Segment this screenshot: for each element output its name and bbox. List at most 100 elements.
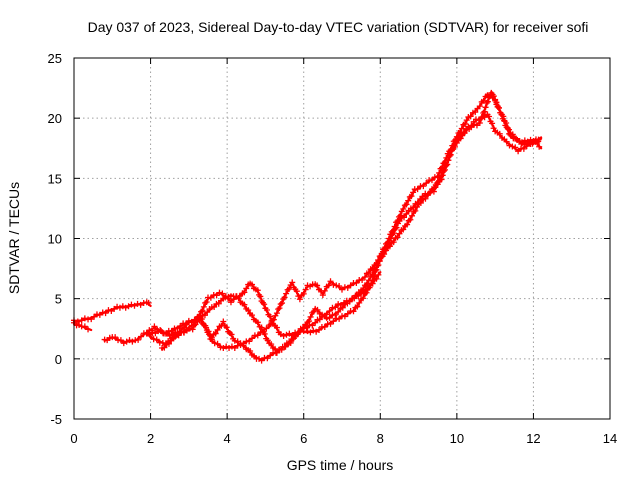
data-point-marker	[489, 120, 496, 127]
data-point-marker	[472, 109, 479, 116]
data-point-marker	[403, 201, 410, 208]
data-point-marker	[482, 104, 489, 111]
x-tick-label: 14	[603, 431, 617, 446]
data-point-marker	[401, 214, 408, 221]
data-point-marker	[307, 313, 314, 320]
data-point-marker	[356, 299, 363, 306]
data-point-marker	[509, 131, 516, 138]
data-point-marker	[260, 328, 267, 335]
chart-title: Day 037 of 2023, Sidereal Day-to-day VTE…	[88, 19, 589, 35]
data-point-marker	[275, 306, 282, 313]
data-point-marker	[460, 129, 467, 136]
data-point-marker	[215, 300, 222, 307]
y-tick-label: 5	[55, 292, 62, 307]
data-point-marker	[225, 295, 232, 302]
data-point-marker	[335, 301, 342, 308]
data-point-marker	[509, 143, 516, 150]
data-point-marker	[369, 265, 376, 272]
data-point-marker	[412, 207, 419, 214]
data-point-marker	[414, 186, 421, 193]
data-point-marker	[346, 298, 353, 305]
data-point-marker	[230, 296, 237, 303]
data-point-marker	[467, 113, 474, 120]
data-point-marker	[281, 343, 288, 350]
data-point-marker	[205, 328, 212, 335]
data-point-marker	[535, 136, 542, 143]
data-point-marker	[208, 334, 215, 341]
x-tick-label: 6	[300, 431, 307, 446]
data-point-marker	[151, 323, 158, 330]
data-point-marker	[375, 271, 382, 278]
data-point-marker	[180, 329, 187, 336]
data-point-marker	[386, 239, 393, 246]
series-line	[103, 93, 543, 353]
data-point-marker	[135, 336, 142, 343]
data-point-marker	[452, 137, 459, 144]
data-point-marker	[159, 339, 166, 346]
data-point-marker	[349, 295, 356, 302]
data-point-marker	[373, 260, 380, 267]
data-point-marker	[312, 319, 319, 326]
data-point-marker	[254, 332, 261, 339]
x-tick-label: 0	[70, 431, 77, 446]
data-point-marker	[462, 120, 469, 127]
data-point-marker	[476, 119, 483, 126]
data-point-marker	[149, 329, 156, 336]
data-point-marker	[134, 300, 141, 307]
data-point-marker	[458, 132, 465, 139]
data-point-marker	[336, 283, 343, 290]
data-point-marker	[286, 339, 293, 346]
data-point-marker	[353, 280, 360, 287]
data-point-marker	[264, 355, 271, 362]
data-point-marker	[341, 313, 348, 320]
data-point-marker	[246, 338, 253, 345]
data-point-marker	[327, 278, 334, 285]
data-point-marker	[407, 216, 414, 223]
data-point-marker	[518, 140, 525, 147]
data-point-marker	[430, 188, 437, 195]
data-point-marker	[207, 294, 214, 301]
data-point-marker	[158, 327, 165, 334]
data-point-marker	[85, 326, 92, 333]
data-point-marker	[241, 301, 248, 308]
data-point-marker	[383, 244, 390, 251]
data-point-marker	[249, 281, 256, 288]
data-point-marker	[281, 294, 288, 301]
axis-ticks: 0 2 4 6 8 10 12 14 -5 0 5 10 15 20 25	[48, 51, 618, 446]
y-tick-label: 15	[48, 171, 62, 186]
x-tick-label: 4	[224, 431, 231, 446]
data-point-marker	[423, 180, 430, 187]
data-point-marker	[165, 340, 172, 347]
data-point-marker	[350, 308, 357, 315]
data-point-marker	[223, 324, 230, 331]
data-point-marker	[145, 299, 152, 306]
data-point-marker	[493, 99, 500, 106]
data-point-marker	[138, 333, 144, 340]
data-point-marker	[314, 282, 321, 289]
data-point-marker	[396, 218, 403, 225]
data-point-marker	[220, 318, 227, 325]
data-point-marker	[222, 294, 229, 301]
data-point-marker	[362, 286, 369, 293]
data-point-marker	[314, 306, 321, 313]
data-point-marker	[330, 318, 337, 325]
data-point-marker	[214, 340, 221, 347]
data-point-marker	[277, 301, 284, 308]
data-point-marker	[335, 308, 342, 315]
data-point-marker	[197, 315, 204, 322]
data-point-marker	[479, 114, 486, 121]
data-point-marker	[153, 336, 160, 343]
data-point-marker	[272, 349, 279, 356]
data-point-marker	[332, 304, 339, 311]
data-point-marker	[321, 323, 328, 330]
data-point-marker	[163, 330, 170, 337]
data-point-marker	[515, 148, 522, 155]
data-point-marker	[480, 109, 487, 116]
data-point-marker	[258, 324, 265, 331]
data-point-marker	[394, 234, 401, 241]
data-point-marker	[446, 152, 453, 159]
data-point-marker	[443, 161, 450, 168]
data-point-marker	[289, 279, 296, 286]
data-point-marker	[414, 199, 421, 206]
data-point-marker	[283, 331, 290, 338]
